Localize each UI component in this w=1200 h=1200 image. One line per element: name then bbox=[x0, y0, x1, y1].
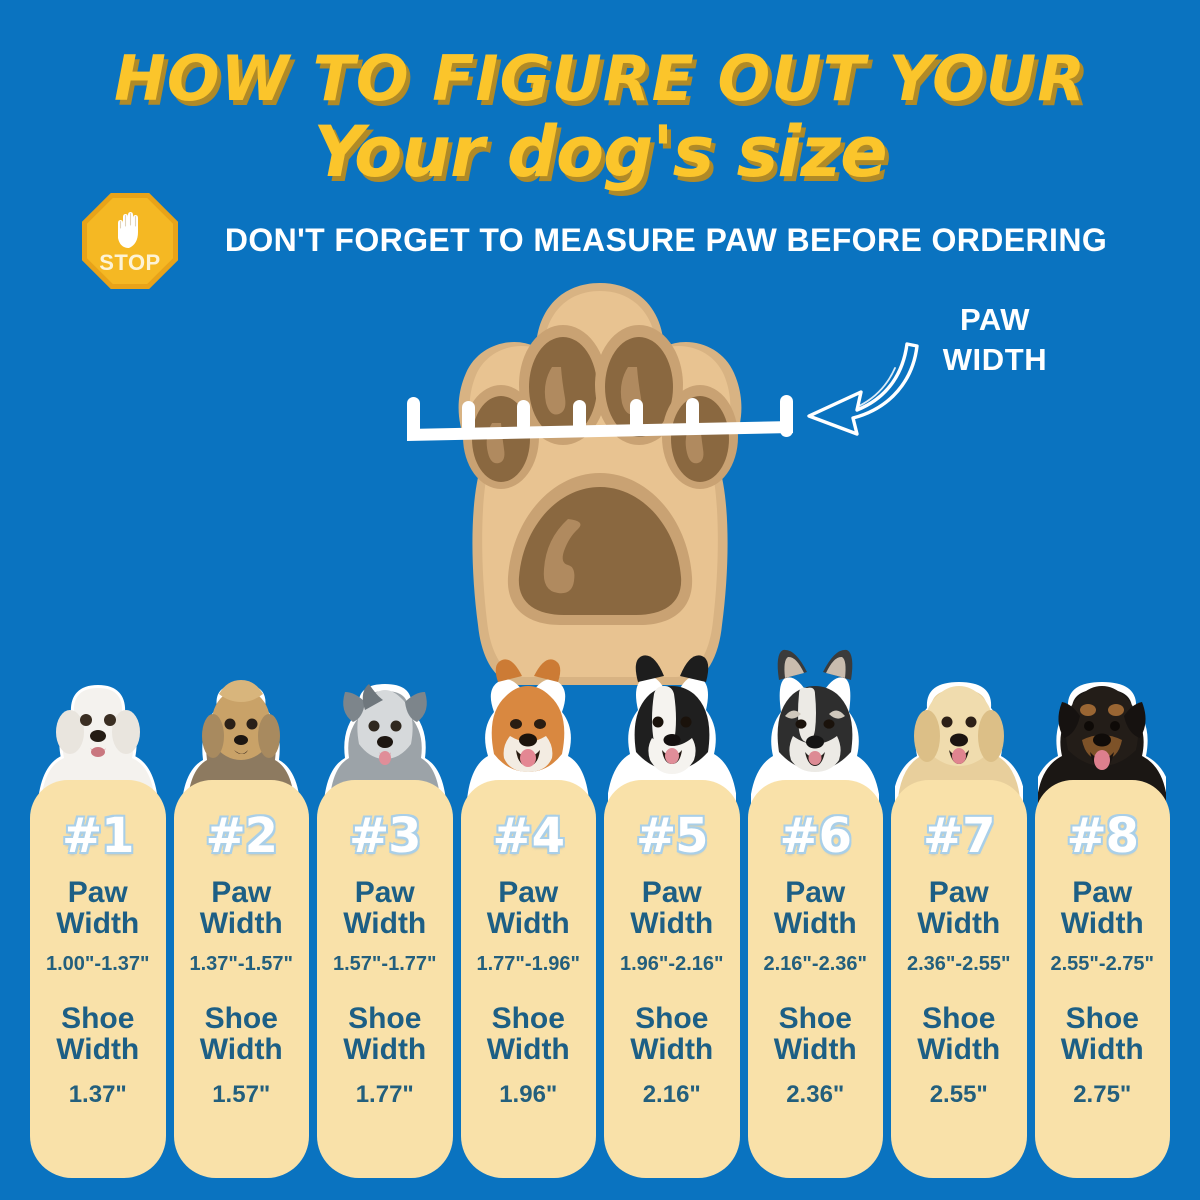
size-card-number: #4 bbox=[492, 808, 565, 864]
paw-width-label: Paw Width bbox=[917, 876, 1001, 940]
paw-width-label: Paw Width bbox=[486, 876, 570, 940]
paw-width-value: 1.57"-1.77" bbox=[333, 953, 437, 976]
size-card-number: #5 bbox=[635, 808, 709, 864]
paw-width-value: 2.16"-2.36" bbox=[763, 953, 867, 976]
shoe-width-value: 2.16" bbox=[642, 1081, 701, 1109]
shoe-width-label: Shoe Width bbox=[1060, 1002, 1144, 1066]
stop-sign-label: STOP bbox=[99, 250, 161, 275]
stop-sign-badge: STOP bbox=[82, 193, 178, 289]
size-card-4[interactable]: #4 Paw Width 1.77"-1.96" Shoe Width 1.96" bbox=[460, 780, 596, 1178]
paw-width-callout-line2: WIDTH bbox=[942, 341, 1048, 377]
measuring-ruler-icon bbox=[407, 395, 793, 441]
paw-width-label: Paw Width bbox=[343, 876, 427, 940]
paw-width-callout: PAW WIDTH bbox=[905, 300, 1085, 379]
paw-width-label: Paw Width bbox=[199, 876, 283, 940]
size-card-3[interactable]: #3 Paw Width 1.57"-1.77" Shoe Width 1.77" bbox=[317, 780, 453, 1178]
paw-width-value: 1.77"-1.96" bbox=[476, 953, 580, 976]
shoe-width-label: Shoe Width bbox=[486, 1002, 570, 1066]
size-card-6[interactable]: #6 Paw Width 2.16"-2.36" Shoe Width 2.36" bbox=[747, 780, 883, 1178]
shoe-width-label: Shoe Width bbox=[773, 1002, 857, 1066]
paw-width-callout-line1: PAW bbox=[959, 302, 1031, 337]
shoe-width-value: 1.57" bbox=[212, 1081, 271, 1109]
shoe-width-value: 1.77" bbox=[355, 1081, 414, 1109]
paw-width-value: 1.37"-1.57" bbox=[189, 953, 293, 976]
size-cards-row: #1 Paw Width 1.00"-1.37" Shoe Width 1.37" … bbox=[30, 780, 1170, 1178]
paw-width-label: Paw Width bbox=[773, 876, 857, 940]
size-card-5[interactable]: #5 Paw Width 1.96"-2.16" Shoe Width 2.16" bbox=[604, 780, 740, 1178]
size-card-8[interactable]: #8 Paw Width 2.55"-2.75" Shoe Width 2.75" bbox=[1034, 780, 1170, 1178]
size-card-number: #6 bbox=[779, 808, 852, 864]
paw-width-value: 2.36"-2.55" bbox=[907, 953, 1011, 976]
size-card-number: #1 bbox=[61, 808, 135, 864]
size-card-7[interactable]: #7 Paw Width 2.36"-2.55" Shoe Width 2.55" bbox=[891, 780, 1027, 1178]
subtitle-measure-reminder: DON'T FORGET TO MEASURE PAW BEFORE ORDER… bbox=[224, 222, 1108, 258]
page-title-line1: HOW TO FIGURE OUT YOUR bbox=[114, 42, 1086, 115]
size-card-number: #7 bbox=[922, 808, 996, 864]
paw-width-value: 1.96"-2.16" bbox=[620, 953, 724, 976]
size-card-1[interactable]: #1 Paw Width 1.00"-1.37" Shoe Width 1.37" bbox=[30, 780, 166, 1178]
shoe-width-value: 2.36" bbox=[786, 1081, 845, 1109]
size-card-number: #3 bbox=[348, 808, 422, 864]
raised-hand-icon bbox=[118, 212, 138, 248]
paw-width-label: Paw Width bbox=[630, 876, 714, 940]
paw-width-value: 2.55"-2.75" bbox=[1050, 953, 1154, 976]
shoe-width-label: Shoe Width bbox=[56, 1002, 140, 1066]
paw-width-value: 1.00"-1.37" bbox=[46, 953, 150, 976]
size-card-2[interactable]: #2 Paw Width 1.37"-1.57" Shoe Width 1.57" bbox=[173, 780, 309, 1178]
shoe-width-label: Shoe Width bbox=[917, 1002, 1001, 1066]
shoe-width-label: Shoe Width bbox=[630, 1002, 714, 1066]
shoe-width-value: 1.96" bbox=[499, 1081, 558, 1109]
shoe-width-value: 2.75" bbox=[1073, 1081, 1132, 1109]
paw-width-label: Paw Width bbox=[56, 876, 140, 940]
size-card-number: #8 bbox=[1066, 808, 1139, 864]
shoe-width-value: 2.55" bbox=[929, 1081, 988, 1109]
paw-width-label: Paw Width bbox=[1060, 876, 1144, 940]
shoe-width-label: Shoe Width bbox=[343, 1002, 427, 1066]
curved-arrow-down-left-icon bbox=[807, 342, 919, 436]
shoe-width-label: Shoe Width bbox=[199, 1002, 283, 1066]
size-card-number: #2 bbox=[205, 808, 278, 864]
page-title-line2: Your dog's size bbox=[313, 111, 887, 193]
shoe-width-value: 1.37" bbox=[68, 1081, 127, 1109]
